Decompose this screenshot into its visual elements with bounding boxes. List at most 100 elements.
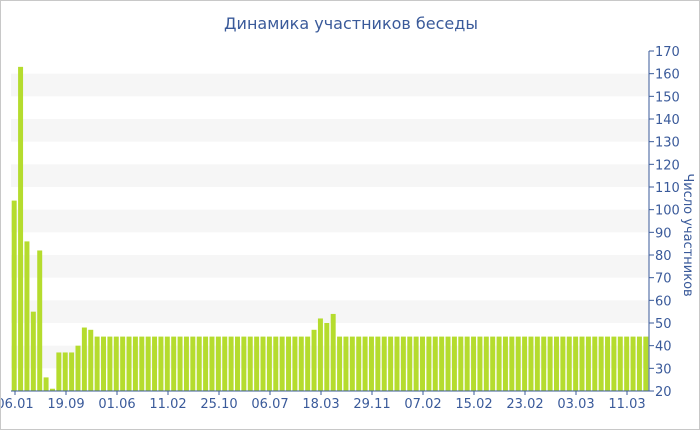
bar xyxy=(203,336,209,391)
bar xyxy=(330,313,336,391)
bar xyxy=(241,336,247,391)
y-axis-label: Число участников xyxy=(680,173,695,296)
bar xyxy=(62,352,68,391)
bar xyxy=(247,336,253,391)
bar xyxy=(94,336,100,391)
grid-band xyxy=(11,300,649,323)
bar xyxy=(337,336,343,391)
y-tick-label: 90 xyxy=(655,226,672,241)
grid-band xyxy=(11,255,649,278)
bar xyxy=(298,336,304,391)
bar xyxy=(120,336,126,391)
bar xyxy=(579,336,585,391)
bar xyxy=(515,336,521,391)
x-tick-label: 01.06 xyxy=(98,397,135,412)
bar xyxy=(88,329,94,391)
bar xyxy=(305,336,311,391)
bar xyxy=(375,336,381,391)
bar xyxy=(11,200,17,391)
bar xyxy=(190,336,196,391)
y-tick-label: 140 xyxy=(655,113,680,128)
grid-band xyxy=(11,345,649,369)
y-tick-label: 110 xyxy=(655,181,680,196)
bar xyxy=(598,336,604,391)
bar xyxy=(368,336,374,391)
x-tick-label: 07.02 xyxy=(404,397,441,412)
y-ticks: 20 30 40 50 60 70 80 90 100 110 120 130 140 150 160 170 xyxy=(649,45,680,400)
bar xyxy=(24,241,30,391)
chart-title: Динамика участников беседы xyxy=(224,14,478,33)
grid-band xyxy=(11,209,649,233)
bar xyxy=(18,66,24,391)
x-tick-label: 06.07 xyxy=(251,397,288,412)
y-tick-label: 100 xyxy=(655,204,680,219)
bar xyxy=(624,336,630,391)
bar xyxy=(407,336,413,391)
bar xyxy=(286,336,292,391)
bars xyxy=(11,66,649,391)
bar xyxy=(509,336,515,391)
bar xyxy=(592,336,598,391)
bar xyxy=(445,336,451,391)
bar xyxy=(49,388,55,391)
bar xyxy=(126,336,132,391)
bar xyxy=(222,336,228,391)
bar xyxy=(439,336,445,391)
bar xyxy=(56,352,62,391)
x-tick-label: 11.02 xyxy=(149,397,186,412)
bar xyxy=(311,329,317,391)
bar xyxy=(171,336,177,391)
x-tick-label: 11.03 xyxy=(608,397,645,412)
bar xyxy=(107,336,113,391)
bar xyxy=(573,336,579,391)
grid-bands xyxy=(11,73,649,369)
y-tick-label: 20 xyxy=(655,385,672,400)
bar xyxy=(451,336,457,391)
bar xyxy=(235,336,240,391)
bar xyxy=(343,336,349,391)
bar xyxy=(560,336,566,391)
bar xyxy=(254,336,260,391)
bar xyxy=(132,336,138,391)
bar xyxy=(145,336,151,391)
bar xyxy=(566,336,572,391)
bar xyxy=(547,336,553,391)
grid-band xyxy=(11,119,649,142)
bar xyxy=(413,336,419,391)
bar xyxy=(381,336,387,391)
bar xyxy=(113,336,119,391)
bar xyxy=(81,327,87,391)
x-ticks: 06.01 19.09 01.06 11.02 25.10 06.07 18.03 29.11… xyxy=(1,391,646,412)
bar xyxy=(43,377,49,391)
x-tick-label: 06.01 xyxy=(1,397,34,412)
x-tick-label: 19.09 xyxy=(47,397,84,412)
bar xyxy=(522,336,528,391)
bar xyxy=(196,336,202,391)
bar xyxy=(611,336,617,391)
bar xyxy=(432,336,438,391)
bar xyxy=(158,336,164,391)
bar xyxy=(528,336,534,391)
y-tick-label: 170 xyxy=(655,45,680,60)
x-tick-label: 29.11 xyxy=(353,397,390,412)
y-tick-label: 120 xyxy=(655,158,680,173)
bar xyxy=(349,336,355,391)
bar xyxy=(496,336,502,391)
bar xyxy=(483,336,489,391)
bar xyxy=(630,336,636,391)
bar xyxy=(534,336,540,391)
bar xyxy=(228,336,234,391)
bar xyxy=(400,336,406,391)
bar xyxy=(317,318,323,391)
bar xyxy=(139,336,145,391)
y-tick-label: 150 xyxy=(655,90,680,105)
x-tick-label: 15.02 xyxy=(455,397,492,412)
bar xyxy=(643,336,649,391)
bar xyxy=(75,345,81,391)
bar xyxy=(426,336,432,391)
bar xyxy=(164,336,170,391)
bar xyxy=(30,311,36,391)
bar xyxy=(215,336,221,391)
bar xyxy=(362,336,368,391)
